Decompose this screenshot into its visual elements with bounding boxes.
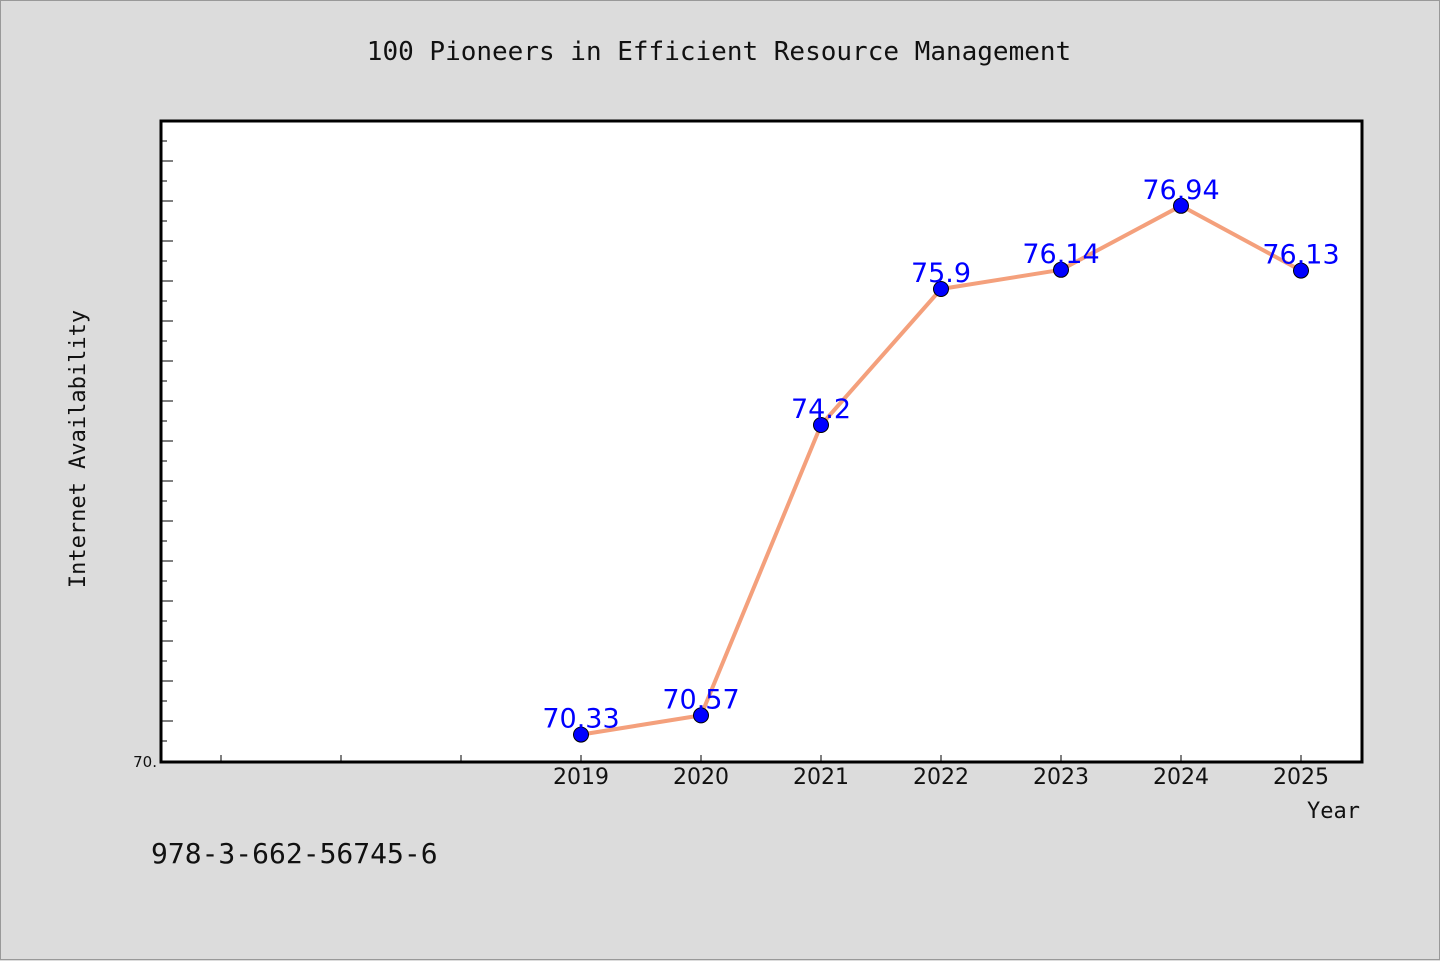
chart-title: 100 Pioneers in Efficient Resource Manag… (366, 37, 1072, 67)
data-point (813, 417, 829, 433)
data-point (1173, 197, 1189, 214)
data-label: 74.2 (791, 394, 851, 425)
x-tick-label: 2023 (1033, 765, 1089, 790)
x-tick-label: 2024 (1153, 765, 1209, 790)
y-tick-label: 70. (133, 753, 157, 771)
data-label: 76.14 (1022, 239, 1099, 270)
data-markers (573, 197, 1309, 743)
x-tick-label: 2019 (553, 765, 609, 790)
data-point (693, 707, 709, 724)
x-tick-label: 2021 (793, 765, 849, 790)
data-point (573, 726, 589, 743)
data-label: 70.57 (662, 684, 739, 715)
data-point (1293, 262, 1309, 279)
data-label: 75.9 (911, 258, 971, 289)
y-axis-title: Internet Availability (66, 310, 91, 588)
x-tick-label: 2020 (673, 765, 729, 790)
x-tick-labels: 2019 2020 2021 2022 2023 2024 2025 (553, 765, 1329, 790)
data-label: 76.13 (1262, 240, 1339, 271)
data-label: 76.94 (1142, 175, 1219, 206)
axis-ticks (161, 120, 1302, 761)
data-labels: 70.33 70.57 74.2 75.9 76.14 76.94 76.13 (542, 175, 1339, 735)
x-tick-label: 2025 (1273, 765, 1329, 790)
isbn-text: 978-3-662-56745-6 (151, 837, 438, 870)
x-axis-title: Year (1307, 799, 1360, 824)
y-tick-labels: 70. (133, 753, 157, 771)
data-label: 70.33 (542, 704, 619, 735)
plot-area (159, 119, 1364, 764)
x-tick-label: 2022 (913, 765, 969, 790)
data-point (933, 281, 949, 297)
data-point (1053, 261, 1069, 278)
